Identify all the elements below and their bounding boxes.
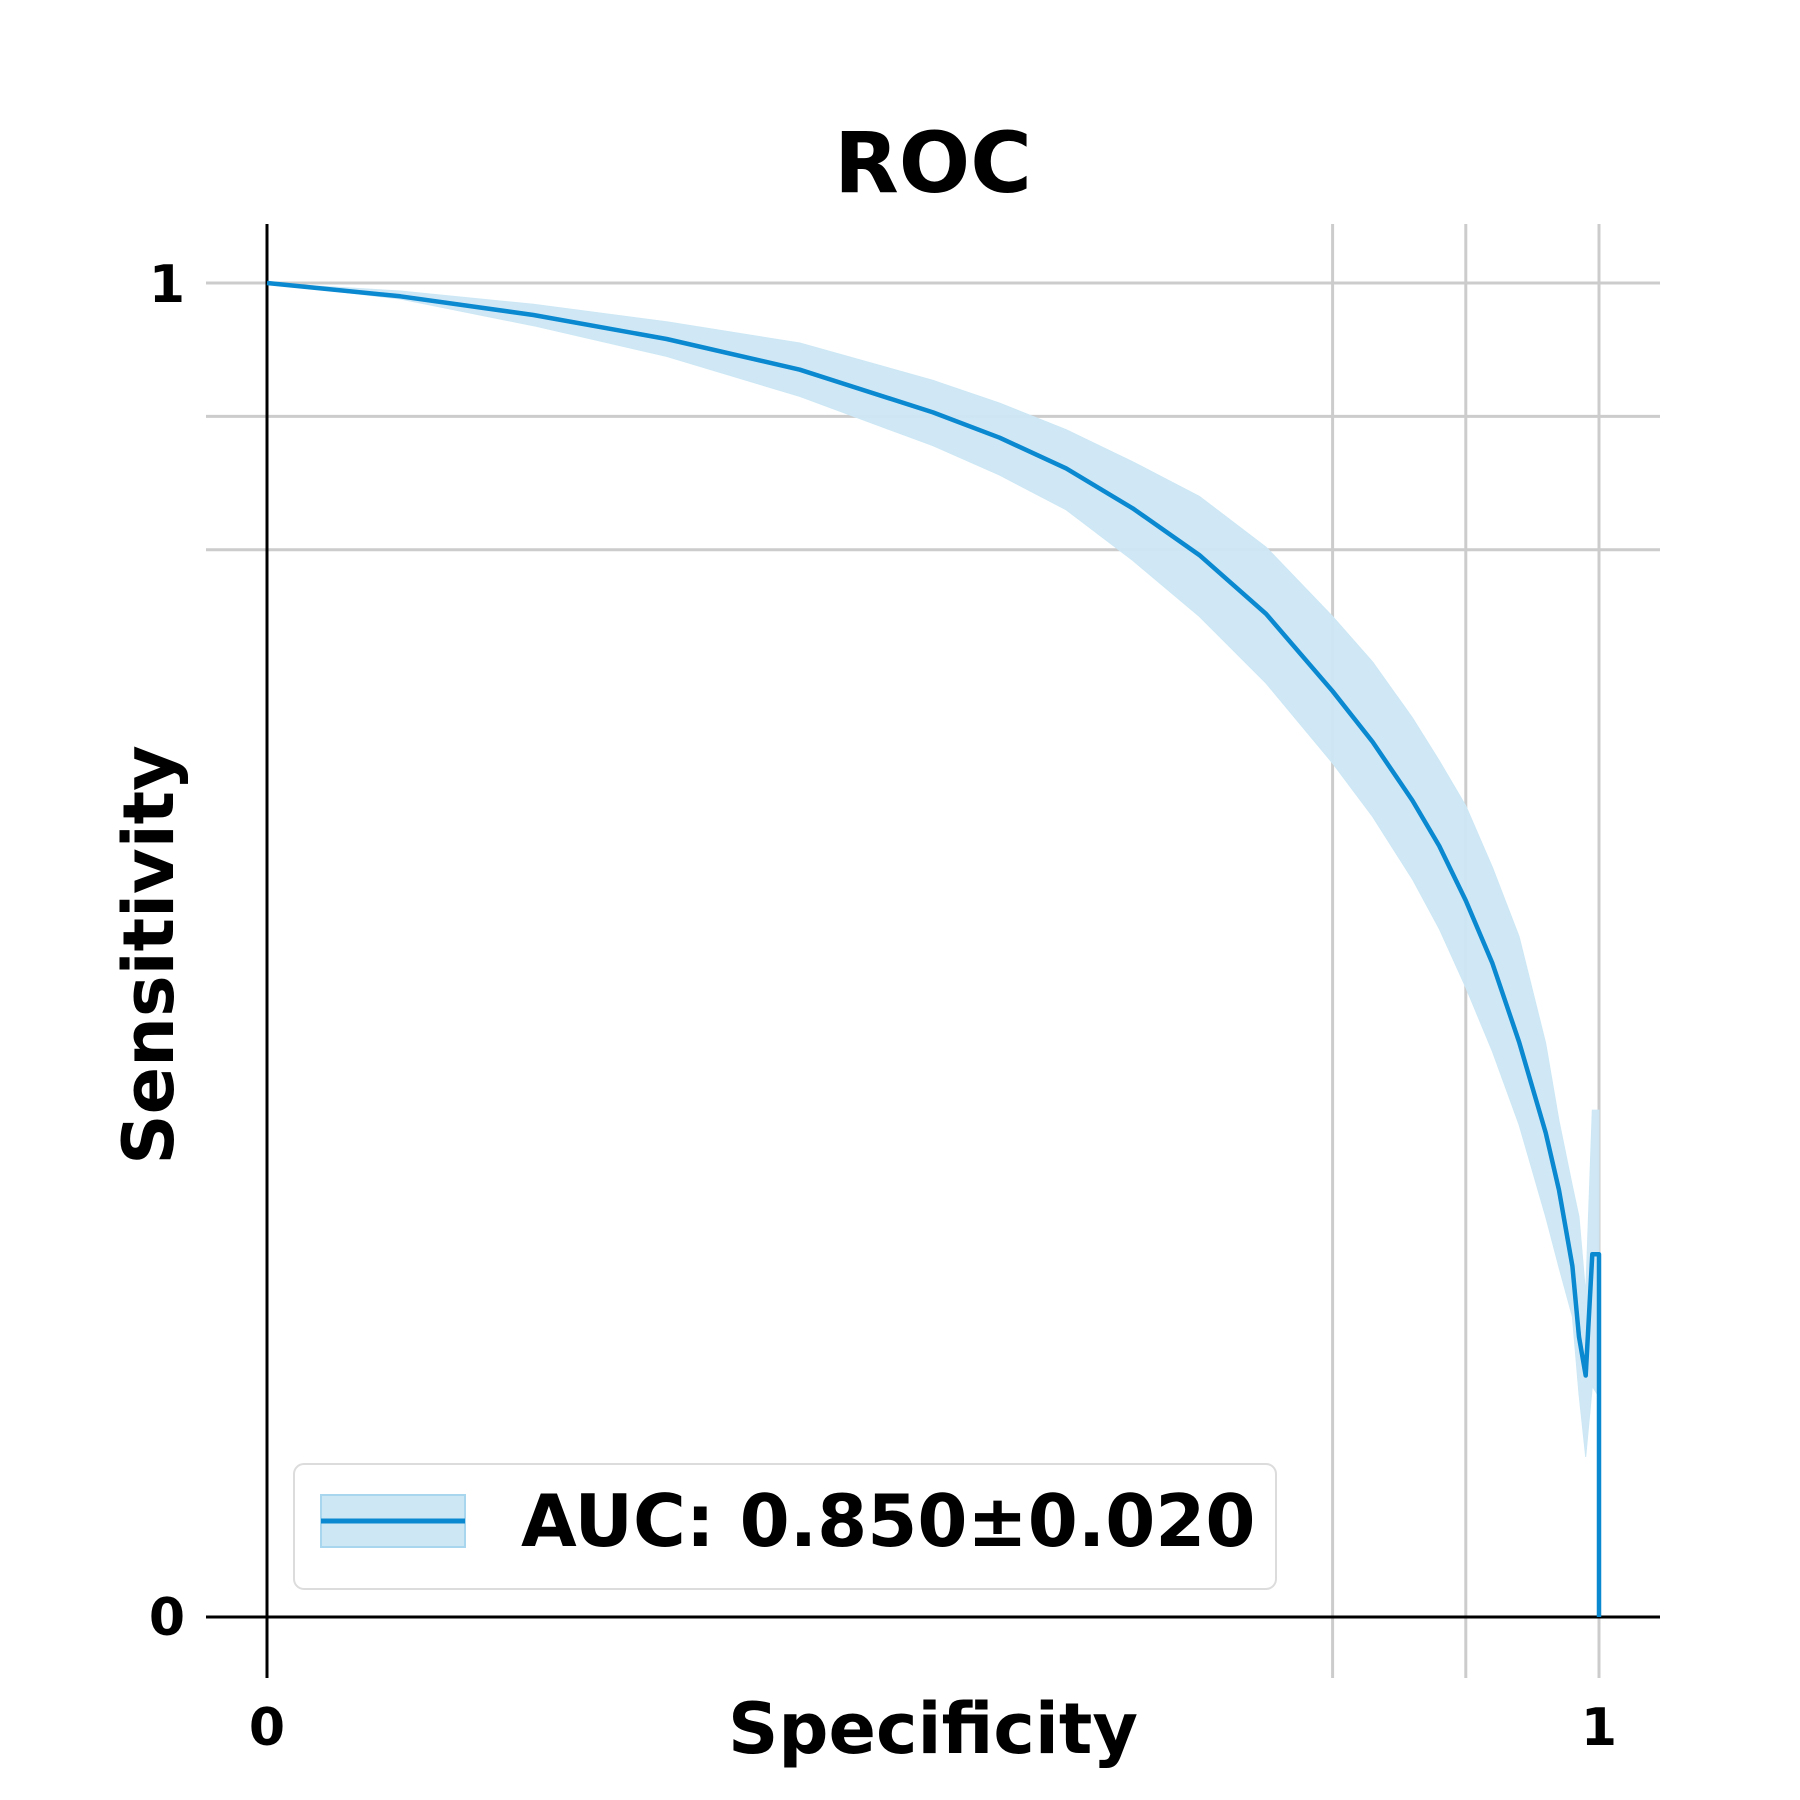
confidence-band-layer <box>266 282 1600 1457</box>
roc-curve <box>266 280 1602 1617</box>
legend: AUC: 0.850±0.020 <box>293 1463 1277 1590</box>
x-tick-label-1: 1 <box>1581 1698 1617 1758</box>
x-axis-label: Specificity <box>728 1688 1138 1770</box>
legend-box <box>293 1463 1277 1590</box>
y-axis-label: Sensitivity <box>108 745 190 1165</box>
legend-label: AUC: 0.850±0.020 <box>521 1479 1255 1563</box>
confidence-band <box>266 282 1600 1457</box>
y-tick-label-1: 1 <box>149 255 185 315</box>
axes <box>206 224 1660 1678</box>
roc-line-layer <box>266 280 1602 1617</box>
chart-title: ROC <box>834 114 1032 212</box>
x-tick-label-0: 0 <box>249 1698 285 1758</box>
y-tick-label-0: 0 <box>149 1588 185 1648</box>
